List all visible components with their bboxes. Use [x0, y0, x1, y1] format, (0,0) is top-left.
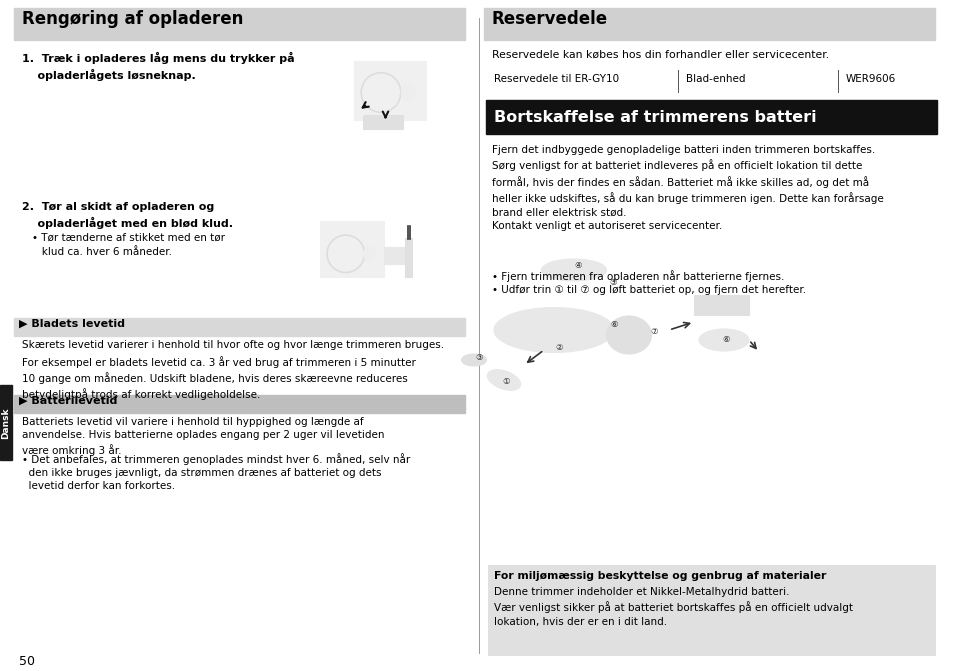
Bar — [405, 238, 412, 276]
Text: ⑤: ⑤ — [608, 278, 616, 287]
Text: • Fjern trimmeren fra opladeren når batterierne fjernes.: • Fjern trimmeren fra opladeren når batt… — [492, 270, 783, 282]
Text: ③: ③ — [475, 354, 482, 362]
Text: ⑥: ⑥ — [610, 321, 618, 329]
Text: ⑦: ⑦ — [650, 327, 657, 336]
Ellipse shape — [487, 370, 520, 391]
Bar — [14, 318, 464, 336]
Text: For miljømæssig beskyttelse og genbrug af materialer: For miljømæssig beskyttelse og genbrug a… — [494, 571, 825, 581]
Ellipse shape — [401, 83, 415, 101]
Text: Skærets levetid varierer i henhold til hvor ofte og hvor længe trimmeren bruges.: Skærets levetid varierer i henhold til h… — [22, 340, 444, 350]
Text: ①: ① — [501, 378, 509, 386]
Text: Batteriets levetid vil variere i henhold til hyppighed og længde af
anvendelse. : Batteriets levetid vil variere i henhold… — [22, 417, 384, 456]
Text: Blad-enhed: Blad-enhed — [685, 74, 744, 84]
Text: Rengøring af opladeren: Rengøring af opladeren — [22, 10, 243, 28]
Text: Denne trimmer indeholder et Nikkel-Metalhydrid batteri.
Vær venligst sikker på a: Denne trimmer indeholder et Nikkel-Metal… — [494, 587, 852, 627]
Text: ⑥: ⑥ — [721, 335, 729, 344]
Text: Reservedele: Reservedele — [492, 10, 607, 28]
Bar — [384, 247, 409, 264]
Text: For eksempel er bladets levetid ca. 3 år ved brug af trimmeren i 5 minutter
10 g: For eksempel er bladets levetid ca. 3 år… — [22, 356, 416, 400]
Bar — [488, 565, 934, 655]
Text: ▶ Batterilevetid: ▶ Batterilevetid — [19, 396, 117, 406]
Text: Reservedele kan købes hos din forhandler eller servicecenter.: Reservedele kan købes hos din forhandler… — [492, 50, 828, 60]
Bar — [0, 385, 12, 460]
Text: ②: ② — [555, 344, 562, 352]
Text: • Tør tænderne af stikket med en tør
   klud ca. hver 6 måneder.: • Tør tænderne af stikket med en tør klu… — [32, 233, 225, 257]
Text: Fjern det indbyggede genopladelige batteri inden trimmeren bortskaffes.
Sørg ven: Fjern det indbyggede genopladelige batte… — [492, 145, 882, 231]
Text: Reservedele til ER-GY10: Reservedele til ER-GY10 — [494, 74, 618, 84]
Text: • Det anbefales, at trimmeren genoplades mindst hver 6. måned, selv når
  den ik: • Det anbefales, at trimmeren genoplades… — [22, 453, 410, 491]
Ellipse shape — [606, 316, 651, 354]
Ellipse shape — [699, 329, 748, 351]
Text: Bortskaffelse af trimmerens batteri: Bortskaffelse af trimmerens batteri — [494, 109, 816, 125]
Bar — [14, 395, 464, 413]
Text: 2.  Tør al skidt af opladeren og
    opladerlåget med en blød klud.: 2. Tør al skidt af opladeren og opladerl… — [22, 202, 233, 229]
Bar — [354, 61, 426, 119]
Bar — [14, 8, 464, 40]
Bar — [363, 115, 403, 129]
Text: 1.  Træk i opladeres låg mens du trykker på
    opladerlågets løsneknap.: 1. Træk i opladeres låg mens du trykker … — [22, 52, 294, 81]
Text: ▶ Bladets levetid: ▶ Bladets levetid — [19, 319, 125, 329]
Ellipse shape — [461, 354, 486, 366]
Ellipse shape — [363, 246, 375, 262]
Text: ④: ④ — [574, 261, 581, 270]
Bar — [488, 70, 934, 92]
Text: • Udfør trin ① til ⑦ og løft batteriet op, og fjern det herefter.: • Udfør trin ① til ⑦ og løft batteriet o… — [492, 285, 805, 295]
Text: 50: 50 — [19, 655, 35, 668]
Ellipse shape — [541, 259, 606, 281]
Bar — [485, 100, 936, 134]
Text: WER9606: WER9606 — [845, 74, 895, 84]
Bar — [693, 295, 748, 315]
Ellipse shape — [494, 307, 614, 352]
Bar — [483, 8, 934, 40]
Bar — [320, 221, 384, 276]
Text: Dansk: Dansk — [2, 407, 10, 439]
